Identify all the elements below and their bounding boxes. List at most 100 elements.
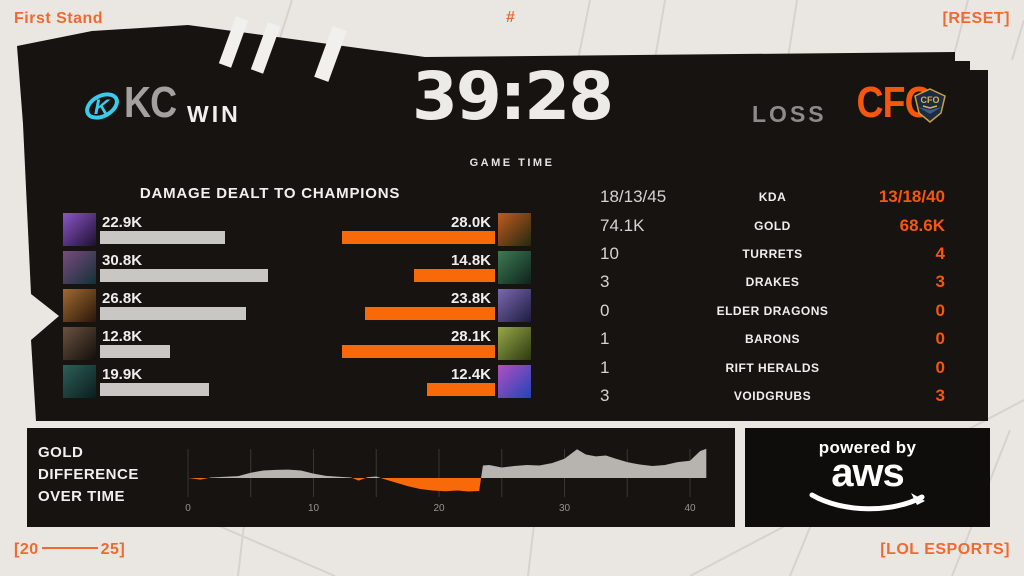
stats-row: 3 VOIDGRUBS 3 [600,382,945,410]
damage-bar [100,231,225,244]
damage-left-column: 22.9K 30.8K 26.8K 12.8K 19.9K [63,213,393,403]
damage-bar [427,383,495,396]
stat-label: ELDER DRAGONS [716,303,829,318]
chart-x-tick: 20 [433,503,445,514]
damage-value: 12.4K [450,366,491,383]
stat-right-value: 13/18/40 [878,187,945,207]
aws-powered-by-text: powered by [818,438,917,457]
left-team-tag: KC [124,78,177,127]
aws-logo-text: aws [831,451,905,495]
stat-label: TURRETS [742,246,803,261]
reset-label: [RESET] [942,10,1010,27]
chart-x-tick: 40 [684,503,696,514]
stat-label: RIFT HERALDS [725,360,820,375]
stat-right-value: 3 [935,385,945,405]
damage-row: 12.8K [63,327,393,365]
damage-value: 19.9K [102,366,143,383]
stat-right-value: 0 [935,329,945,349]
game-time-label: GAME TIME [469,157,555,169]
stat-right-value: 68.6K [899,215,945,235]
chart-label-line1: GOLD [38,444,84,461]
stat-left-value: 0 [600,300,610,320]
damage-row: 22.9K [63,213,393,251]
stat-right-value: 0 [935,357,945,377]
damage-value: 14.8K [450,252,491,269]
stat-left-value: 1 [600,329,610,349]
stats-row: 10 TURRETS 4 [600,240,945,268]
stat-label: GOLD [754,218,791,233]
damage-row: 23.8K [211,289,531,327]
stat-right-value: 0 [935,300,945,320]
damage-row: 30.8K [63,251,393,289]
hash-label: # [506,9,516,26]
damage-bar [100,383,209,396]
damage-row: 14.8K [211,251,531,289]
stat-label: DRAKES [745,275,800,290]
champion-portrait [63,327,96,360]
damage-value: 22.9K [102,214,143,231]
stats-row: 0 ELDER DRAGONS 0 [600,297,945,325]
stats-row: 1 RIFT HERALDS 0 [600,353,945,381]
stats-row: 18/13/45 KDA 13/18/40 [600,183,945,211]
stat-left-value: 74.1K [600,215,645,235]
stats-row: 3 DRAKES 3 [600,268,945,296]
damage-section-title: DAMAGE DEALT TO CHAMPIONS [139,185,401,202]
stats-row: 74.1K GOLD 68.6K [600,211,945,239]
stat-left-value: 10 [600,243,619,263]
damage-value: 12.8K [102,328,143,345]
champion-portrait [63,365,96,398]
stat-left-value: 3 [600,272,610,292]
stat-label: KDA [758,190,787,205]
range-suffix: 25] [100,541,126,558]
damage-value: 28.1K [450,328,491,345]
damage-row: 26.8K [63,289,393,327]
aws-smile-icon [809,492,925,512]
left-team-result: WIN [187,101,241,127]
damage-row: 19.9K [63,365,393,403]
champion-portrait [63,289,96,322]
damage-bar [342,231,495,244]
damage-value: 28.0K [450,214,491,231]
damage-bar [100,307,247,320]
stat-label: BARONS [744,332,800,347]
stat-left-value: 18/13/45 [600,187,667,207]
damage-value: 26.8K [102,290,143,307]
damage-bar [100,269,268,282]
champion-portrait [498,289,531,322]
champion-portrait [498,327,531,360]
game-time: 39:28 [411,58,614,135]
svg-text:K: K [94,96,111,119]
damage-value: 23.8K [450,290,491,307]
damage-bar [414,269,495,282]
chart-x-tick: 30 [559,503,571,514]
stat-label: VOIDGRUBS [733,388,812,403]
chart-x-tick: 0 [185,503,191,514]
damage-row: 28.1K [211,327,531,365]
damage-right-column: 28.0K 14.8K 23.8K 28.1K 12.4K [211,213,531,403]
range-dash [41,547,98,550]
stat-right-value: 4 [935,243,945,263]
champion-portrait [63,251,96,284]
right-team-result: LOSS [752,101,827,127]
damage-bar [341,345,495,358]
stat-left-value: 3 [600,385,610,405]
stats-table: 18/13/45 KDA 13/18/40 74.1K GOLD 68.6K 10 TURRE… [600,183,945,410]
damage-bar [100,345,170,358]
lol-esports-label: [LOL ESPORTS] [880,541,1010,558]
champion-portrait [498,213,531,246]
damage-row: 28.0K [211,213,531,251]
champion-portrait [498,251,531,284]
chart-label-line2: DIFFERENCE [38,466,139,483]
damage-bar [365,307,495,320]
damage-row: 12.4K [211,365,531,403]
stats-row: 1 BARONS 0 [600,325,945,353]
chart-label-line3: OVER TIME [38,488,126,505]
stat-left-value: 1 [600,357,610,377]
stat-right-value: 3 [935,272,945,292]
kc-team-logo-icon: K [85,92,119,120]
brand-label: First Stand [14,10,104,27]
range-label: [20 25] [14,541,125,559]
cfo-team-logo-icon: CFO [914,88,946,123]
damage-value: 30.8K [102,252,143,269]
svg-text:CFO: CFO [921,95,940,105]
